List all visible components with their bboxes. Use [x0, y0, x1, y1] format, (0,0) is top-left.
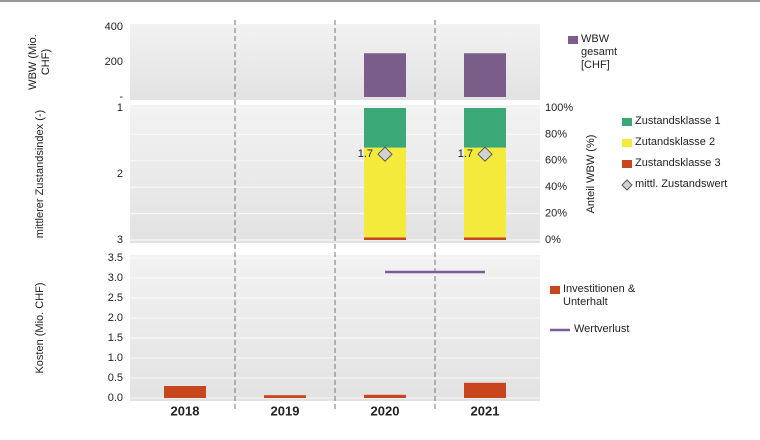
- y-tick-label: 200: [105, 56, 123, 68]
- y-tick-label: 2.0: [108, 312, 123, 324]
- y-axis-title-box: WBW (Mio. CHF): [27, 34, 52, 90]
- bar-segment: [364, 237, 406, 240]
- y2-tick-label: 60%: [545, 155, 567, 167]
- data-label: 1.7: [458, 148, 473, 160]
- y2-tick-label: 100%: [545, 102, 573, 114]
- x-tick-label: 2019: [271, 403, 300, 418]
- legend-label: WBW gesamt [CHF]: [581, 33, 618, 71]
- legend-label-box: Zustandsklasse 1: [635, 115, 721, 127]
- legend-label: Wertverlust: [574, 323, 630, 335]
- y-axis-title-box: Kosten (Mio. CHF): [33, 282, 46, 374]
- y-tick-label: 0.5: [108, 372, 123, 384]
- legend-swatch: [568, 36, 578, 44]
- bar-segment: [464, 108, 506, 148]
- legend-swatch: [622, 160, 632, 168]
- legend-label: Zustandsklasse 1: [635, 115, 721, 127]
- legend-label-box: Investitionen & Unterhalt: [563, 283, 636, 308]
- legend-swatch: [622, 139, 632, 147]
- y2-axis-title: Anteil WBW (%): [585, 134, 597, 214]
- bar: [364, 394, 406, 398]
- y2-axis-title-box: Anteil WBW (%): [585, 134, 597, 214]
- bar-segment: [364, 147, 406, 238]
- y-tick-label: 3.5: [108, 252, 123, 264]
- bar: [164, 386, 206, 398]
- legend-swatch: [622, 118, 632, 126]
- x-tick-label: 2020: [371, 403, 400, 418]
- y2-tick-label: 20%: [545, 208, 567, 220]
- legend-swatch: [550, 286, 560, 294]
- x-tick-label: 2021: [471, 403, 500, 418]
- y-tick-label: 1.5: [108, 332, 123, 344]
- bar-segment: [364, 108, 406, 148]
- legend-label-box: Zutandsklasse 2: [635, 136, 716, 148]
- diamond-marker: [477, 146, 493, 162]
- bar: [464, 382, 506, 398]
- y-tick-label: 3: [117, 234, 123, 246]
- y2-tick-label: 40%: [545, 181, 567, 193]
- y2-tick-label: 80%: [545, 128, 567, 140]
- data-label: 1.7: [358, 148, 373, 160]
- y-tick-label: 2: [117, 168, 123, 180]
- y-tick-label: -: [119, 91, 123, 103]
- legend-label-box: Wertverlust: [574, 323, 630, 335]
- legend-label: Zutandsklasse 2: [635, 136, 716, 148]
- legend-label: Zustandsklasse 3: [635, 157, 721, 169]
- y-axis-title-box: mittlerer Zustandsindex (-): [33, 109, 46, 239]
- legend-label: mittl. Zustandswert: [635, 178, 728, 190]
- y-axis-title: Kosten (Mio. CHF): [33, 282, 46, 374]
- y-tick-label: 400: [105, 21, 123, 33]
- bar: [464, 53, 506, 97]
- y-tick-label: 0.0: [108, 392, 123, 404]
- bar: [264, 395, 306, 398]
- diamond-marker: [377, 146, 393, 162]
- y-axis-title: mittlerer Zustandsindex (-): [33, 109, 46, 239]
- x-tick-label: 2018: [171, 403, 200, 418]
- legend-label: Investitionen & Unterhalt: [563, 283, 636, 308]
- y-tick-label: 2.5: [108, 292, 123, 304]
- y-axis-title: WBW (Mio. CHF): [27, 34, 52, 90]
- legend-label-box: mittl. Zustandswert: [635, 178, 728, 190]
- legend-swatch: [621, 179, 633, 191]
- y2-tick-label: 0%: [545, 234, 561, 246]
- y-tick-label: 3.0: [108, 272, 123, 284]
- y-tick-label: 1.0: [108, 352, 123, 364]
- legend-label-box: WBW gesamt [CHF]: [581, 33, 618, 71]
- bar-segment: [464, 147, 506, 238]
- legend-label-box: Zustandsklasse 3: [635, 157, 721, 169]
- y-tick-label: 1: [117, 102, 123, 114]
- bar: [364, 53, 406, 97]
- bar-segment: [464, 237, 506, 240]
